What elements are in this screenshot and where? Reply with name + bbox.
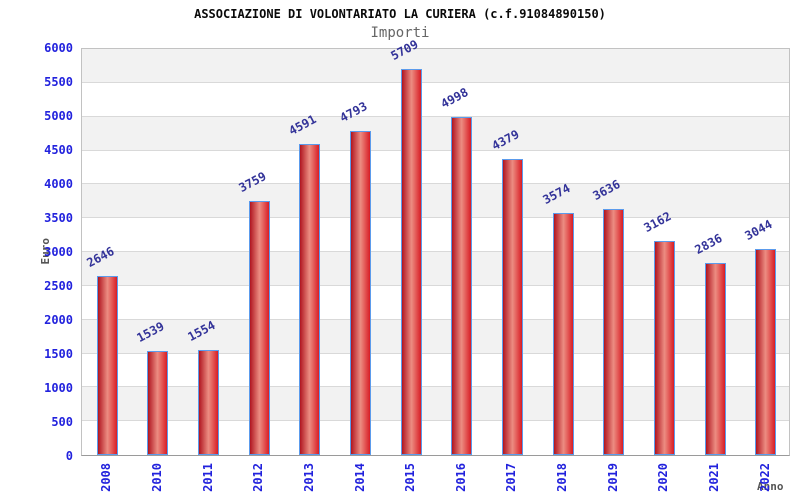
x-tick-label: 2017 (504, 463, 519, 492)
y-tick-label: 2500 (44, 279, 73, 293)
bar-2012 (248, 200, 270, 455)
y-tick-label: 1000 (44, 381, 73, 395)
bar-2013 (299, 144, 321, 455)
x-tick-label: 2022 (757, 463, 772, 492)
x-tick-label: 2008 (99, 463, 114, 492)
bar-2020 (653, 241, 675, 455)
chart-title: ASSOCIAZIONE DI VOLONTARIATO LA CURIERA … (194, 7, 606, 21)
background-band (82, 116, 789, 151)
x-tick-label: 2013 (301, 463, 316, 492)
x-tick-label: 2014 (352, 463, 367, 492)
gridline (82, 183, 789, 185)
bar-2011 (198, 349, 220, 455)
gridline (82, 81, 789, 83)
y-tick-label: 1500 (44, 347, 73, 361)
x-tick-label: 2016 (453, 463, 468, 492)
y-tick-label: 3500 (44, 211, 73, 225)
gridline (82, 318, 789, 320)
x-tick-label: 2018 (555, 463, 570, 492)
gridline (82, 284, 789, 286)
bar-2017 (501, 158, 523, 455)
bar-2021 (704, 263, 726, 455)
background-band (82, 421, 789, 455)
gridline (82, 352, 789, 354)
plot-area: 2646 1539 1554 3759 4591 4793 5709 4998 4379 3574… (81, 37, 790, 456)
x-tick-label: 2019 (605, 463, 620, 492)
x-tick-label: 2012 (251, 463, 266, 492)
bar-2008 (96, 275, 118, 455)
background-band (82, 285, 789, 320)
y-tick-label: 6000 (44, 41, 73, 55)
y-tick-label: 2000 (44, 313, 73, 327)
x-axis-title: Anno (757, 480, 784, 493)
bar-2019 (603, 208, 625, 455)
bar-2015 (400, 68, 422, 455)
background-band (82, 218, 789, 252)
background-band (82, 82, 789, 117)
gridline (82, 217, 789, 219)
y-tick-label: 3000 (44, 245, 73, 259)
background-band (82, 353, 789, 388)
gridline (82, 420, 789, 422)
x-tick-label: 2011 (200, 463, 215, 492)
background-band (82, 184, 789, 219)
chart-subtitle: Importi (370, 25, 430, 41)
x-tick-label: 2020 (656, 463, 671, 492)
bar-2016 (451, 116, 473, 455)
y-tick-label: 5500 (44, 75, 73, 89)
gridline (82, 251, 789, 252)
gridline (82, 149, 789, 151)
bar-2014 (350, 130, 372, 455)
x-tick-label: 2015 (403, 463, 418, 492)
gridline (82, 115, 789, 117)
x-tick-label: 2021 (707, 463, 722, 492)
bar-2010 (147, 350, 169, 455)
bar-2018 (552, 213, 574, 455)
y-tick-label: 4000 (44, 177, 73, 191)
y-tick-label: 5000 (44, 109, 73, 123)
background-band (82, 387, 789, 422)
y-tick-label: 4500 (44, 143, 73, 157)
gridline (82, 386, 789, 388)
background-band (82, 49, 789, 83)
x-tick-label: 2010 (149, 463, 164, 492)
background-band (82, 150, 789, 185)
y-tick-label: 500 (51, 415, 73, 429)
bar-2022 (755, 249, 777, 455)
y-tick-label: 0 (65, 449, 73, 463)
background-band (82, 252, 789, 286)
